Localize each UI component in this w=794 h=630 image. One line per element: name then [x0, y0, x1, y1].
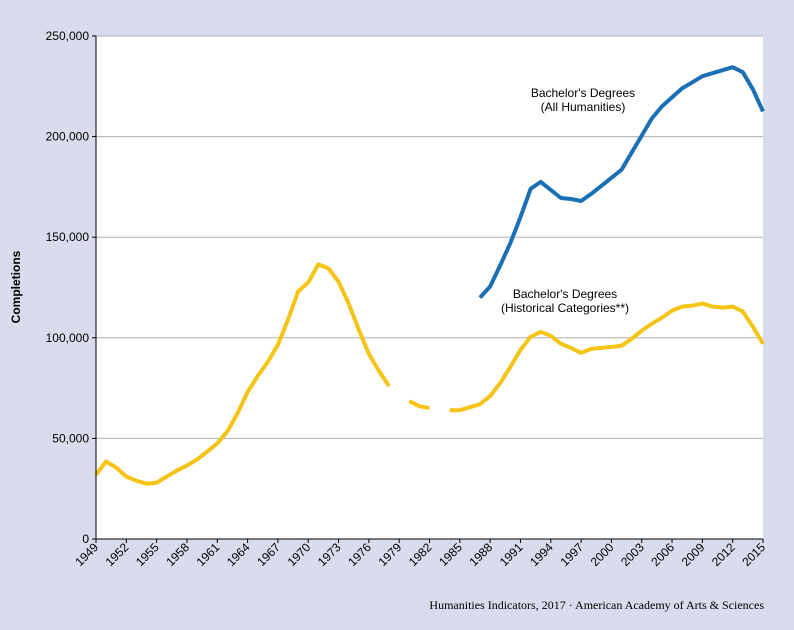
x-tick-label: 1991: [497, 540, 526, 569]
x-tick-label: 1973: [315, 540, 344, 569]
y-tick-label: 250,000: [46, 29, 90, 43]
x-tick-label: 1961: [194, 540, 223, 569]
series-label: (Historical Categories**): [501, 301, 629, 315]
x-tick-label: 2009: [679, 540, 708, 569]
x-tick-label: 2006: [648, 540, 677, 569]
series-label: Bachelor's Degrees: [531, 86, 635, 100]
x-tick-labels: 1949 1952 1955 1958 1961 1964 1967 1970 1973 1976…: [72, 540, 768, 569]
x-tick-label: 1964: [224, 540, 253, 569]
x-tick-label: 1952: [103, 540, 132, 569]
x-tick-label: 1970: [285, 540, 314, 569]
series-line: [408, 399, 430, 411]
x-tick-label: 1985: [436, 540, 465, 569]
x-tick-label: 1988: [466, 540, 495, 569]
y-axis-title: Completions: [9, 250, 23, 323]
series-labels: Bachelor's Degrees(All Humanities)Bachel…: [501, 86, 635, 315]
y-tick-label: 150,000: [46, 230, 90, 244]
x-tick-label: 2003: [618, 540, 647, 569]
x-tick-label: 1976: [345, 540, 374, 569]
y-tick-labels: 0 50,000 100,000 150,000 200,000 250,000: [46, 29, 90, 546]
y-tick-label: 50,000: [52, 431, 89, 445]
series-label: Bachelor's Degrees: [513, 287, 617, 301]
y-tick-label: 0: [82, 532, 89, 546]
y-tick-label: 100,000: [46, 331, 90, 345]
x-tick-label: 2012: [709, 540, 738, 569]
axes: [95, 36, 763, 540]
series-line: [478, 65, 765, 299]
x-tick-label: 2015: [739, 540, 768, 569]
gridlines: [92, 35, 764, 543]
x-tick-label: 2000: [588, 540, 617, 569]
x-tick-label: 1979: [376, 540, 405, 569]
source-note: Humanities Indicators, 2017 · American A…: [429, 598, 764, 612]
y-tick-label: 200,000: [46, 130, 90, 144]
x-tick-label: 1955: [133, 540, 162, 569]
plot-area: [96, 36, 763, 539]
x-tick-label: 1958: [163, 540, 192, 569]
series-line: [94, 262, 391, 486]
x-tick-label: 1967: [254, 540, 283, 569]
series-lines: [94, 65, 765, 486]
series-line: [449, 301, 765, 413]
x-tick-label: 1949: [72, 540, 101, 569]
series-label: (All Humanities): [541, 100, 626, 114]
x-tick-label: 1997: [557, 540, 586, 569]
x-tick-label: 1994: [527, 540, 556, 569]
x-tick-label: 1982: [406, 540, 435, 569]
